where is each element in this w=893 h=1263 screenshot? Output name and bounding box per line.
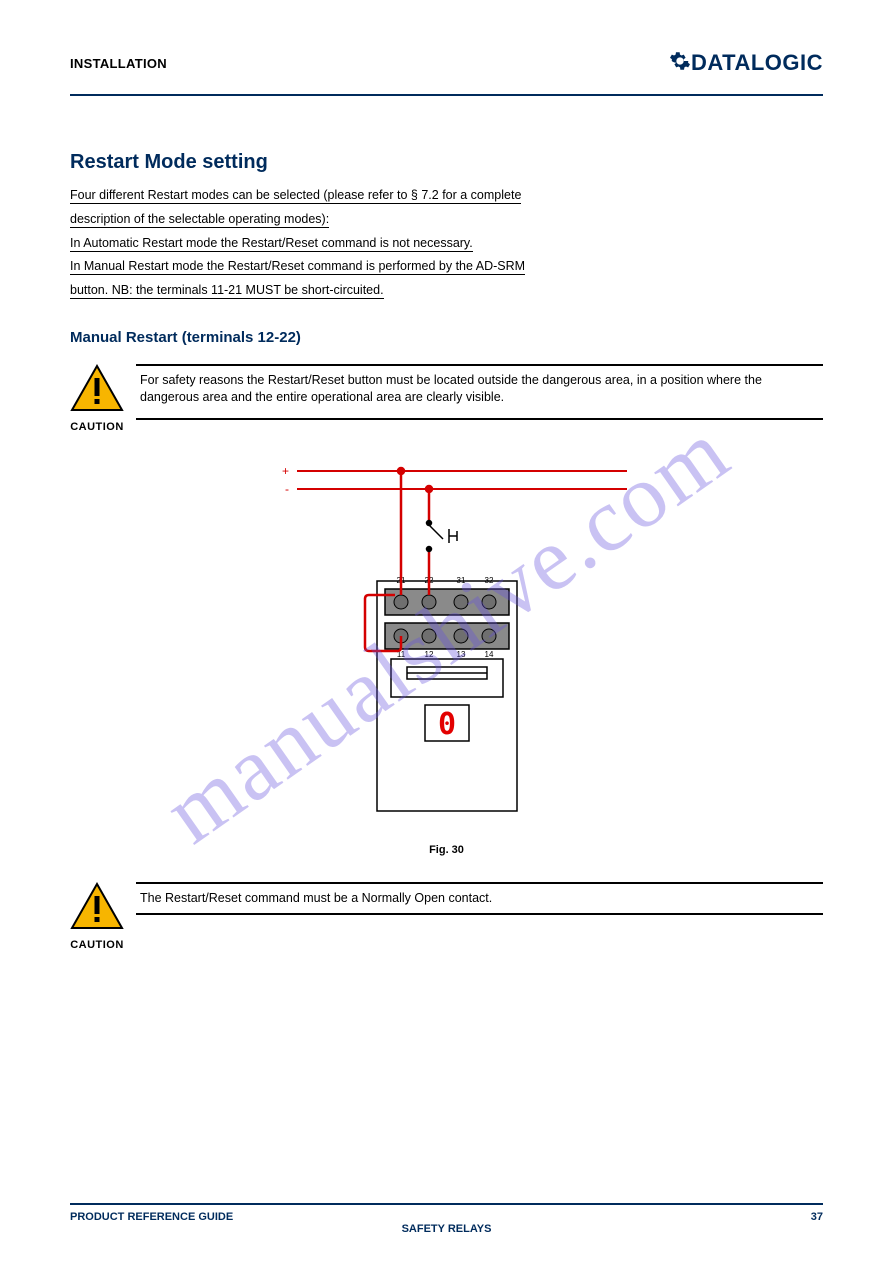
svg-text:+: + xyxy=(281,464,288,478)
caution-block-1: CAUTION For safety reasons the Restart/R… xyxy=(70,364,823,433)
wiring-diagram: + - 0 xyxy=(257,451,637,831)
section-title: Restart Mode setting xyxy=(70,151,823,174)
header-title: INSTALLATION xyxy=(70,56,167,71)
svg-text:14: 14 xyxy=(484,650,493,659)
svg-text:12: 12 xyxy=(424,650,433,659)
caution-label: CAUTION xyxy=(70,421,124,433)
subsection-title: Manual Restart (terminals 12-22) xyxy=(70,329,823,346)
warning-icon xyxy=(70,364,124,412)
svg-text:0: 0 xyxy=(437,707,455,742)
footer-right: 37 xyxy=(811,1211,823,1223)
caution-label: CAUTION xyxy=(70,939,124,951)
footer-rule xyxy=(70,1203,823,1205)
caution-text-2: The Restart/Reset command must be a Norm… xyxy=(140,890,492,907)
brand-name: DATALOGIC xyxy=(691,50,823,75)
figure-caption: Fig. 30 xyxy=(70,844,823,856)
header-rule xyxy=(70,94,823,96)
svg-text:-: - xyxy=(285,482,289,496)
intro-paragraph: Four different Restart modes can be sele… xyxy=(70,184,823,303)
caution-text-1: For safety reasons the Restart/Reset but… xyxy=(140,372,819,406)
svg-text:31: 31 xyxy=(456,576,465,585)
svg-text:32: 32 xyxy=(484,576,493,585)
svg-text:13: 13 xyxy=(456,650,465,659)
brand-logo: DATALOGIC xyxy=(669,50,823,78)
footer-left: PRODUCT REFERENCE GUIDE xyxy=(70,1211,233,1223)
caution-block-2: CAUTION The Restart/Reset command must b… xyxy=(70,882,823,951)
footer-center: SAFETY RELAYS xyxy=(70,1223,823,1235)
warning-icon xyxy=(70,882,124,930)
brand-gear-icon xyxy=(669,50,691,78)
